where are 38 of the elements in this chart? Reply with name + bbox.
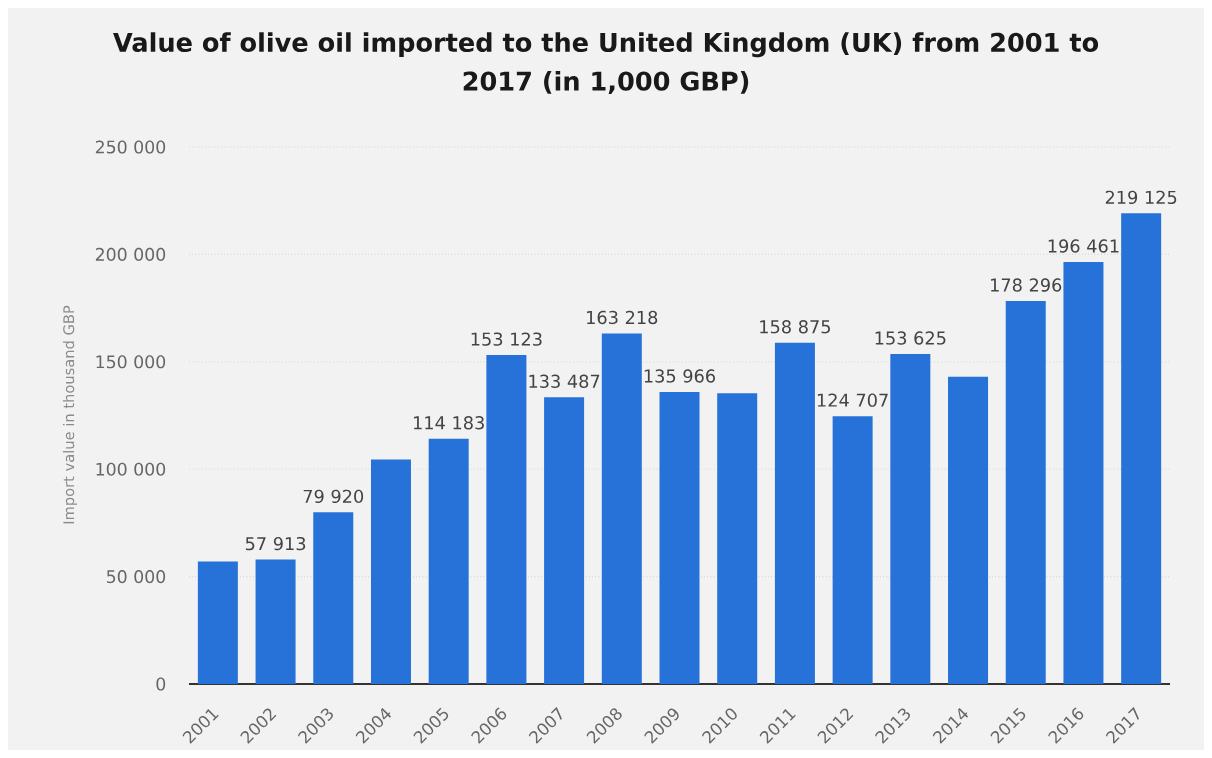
y-tick-label: 250 000: [95, 140, 166, 154]
bar: [255, 559, 296, 684]
data-label: 163 218: [587, 310, 658, 325]
bar: [601, 333, 642, 684]
bar: [717, 393, 758, 684]
data-label: 124 707: [817, 393, 888, 407]
data-label: 178 296: [991, 278, 1062, 292]
bar: [890, 354, 931, 684]
bar: [1121, 213, 1162, 684]
bar: [774, 342, 815, 684]
bar: [370, 459, 411, 684]
bar: [544, 397, 585, 684]
data-label: 196 461: [1048, 239, 1119, 253]
bar: [1063, 262, 1104, 684]
bar: [659, 391, 700, 684]
bar: [313, 512, 354, 684]
bar: [197, 561, 238, 684]
y-tick-label: 0: [156, 677, 166, 691]
y-tick-label: 50 000: [106, 570, 166, 584]
bar: [832, 416, 873, 684]
y-axis-title: Import value in thousand GBP: [62, 305, 78, 524]
bar: [428, 438, 469, 684]
data-label: 114 183: [413, 416, 484, 430]
data-label: 153 625: [875, 331, 946, 345]
data-label: 135 966: [644, 369, 716, 383]
data-label: 57 913: [245, 536, 306, 551]
y-tick-label: 150 000: [96, 355, 166, 369]
data-label: 79 920: [303, 489, 364, 504]
data-label: 219 125: [1105, 190, 1177, 205]
data-label: 158 875: [760, 320, 830, 334]
y-tick-label: 200 000: [95, 247, 166, 261]
data-label: 153 123: [471, 332, 542, 346]
chart-title: Value of olive oil imported to the United Kingdom (UK) from 2001 to 2017 (in 1,000 GBP): [113, 32, 1099, 95]
bar: [948, 376, 989, 684]
bar: [1005, 301, 1046, 684]
bar: [486, 355, 527, 684]
y-tick-label: 100 000: [96, 462, 166, 476]
data-label: 133 487: [529, 374, 600, 388]
